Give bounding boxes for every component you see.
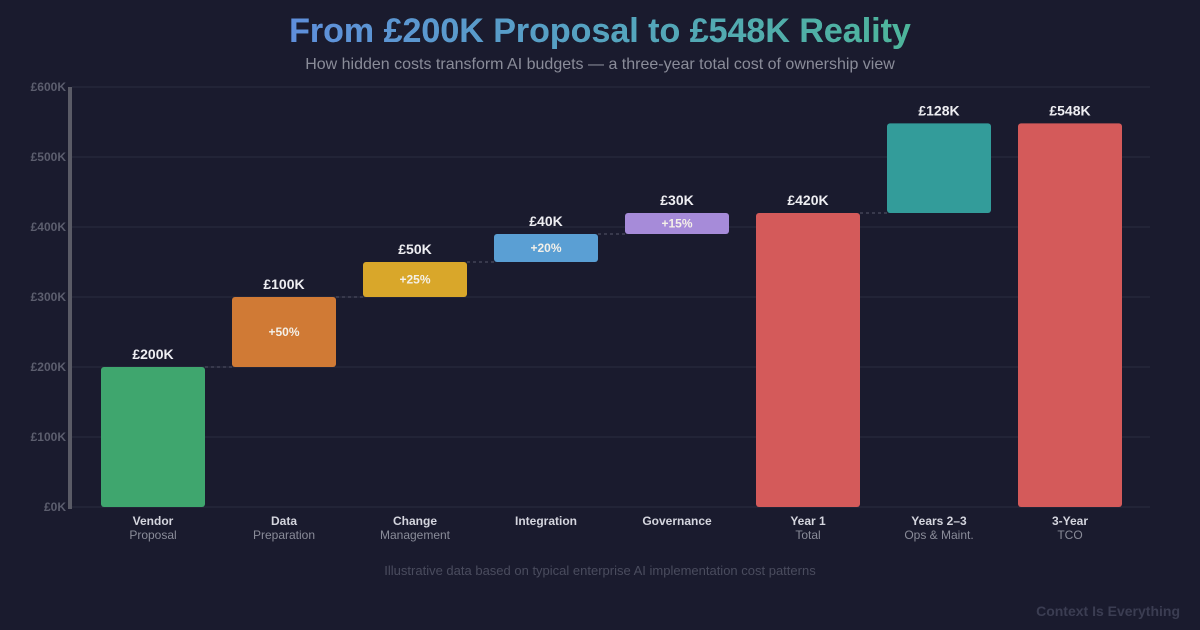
chart-subtitle: How hidden costs transform AI budgets — …: [305, 56, 895, 73]
y-tick-label: £500K: [31, 150, 67, 164]
value-label: £548K: [1049, 102, 1090, 118]
y-tick-label: £200K: [31, 360, 67, 374]
y-tick-label: £0K: [44, 500, 66, 514]
value-label: £40K: [529, 213, 562, 229]
footnote: Illustrative data based on typical enter…: [384, 563, 816, 578]
y-tick-label: £300K: [31, 290, 67, 304]
category-label: Governance: [642, 514, 712, 528]
category-sublabel: Proposal: [129, 528, 176, 542]
percent-label: +15%: [661, 217, 692, 231]
value-label: £100K: [263, 276, 304, 292]
category-label: Years 2–3: [911, 514, 967, 528]
category-sublabel: Preparation: [253, 528, 315, 542]
category-sublabel: Management: [380, 528, 451, 542]
percent-label: +25%: [399, 273, 430, 287]
chart-title: From £200K Proposal to £548K Reality: [0, 12, 1200, 51]
category-sublabel: TCO: [1057, 528, 1082, 542]
category-label: 3-Year: [1052, 514, 1088, 528]
category-sublabel: Total: [795, 528, 820, 542]
category-label: Integration: [515, 514, 577, 528]
category-label: Data: [271, 514, 297, 528]
bar-2: [363, 262, 467, 297]
bar-1: [232, 297, 336, 367]
value-label: £128K: [918, 102, 959, 118]
percent-label: +50%: [268, 325, 299, 339]
category-label: Year 1: [790, 514, 826, 528]
bar-6: [887, 123, 991, 213]
y-tick-label: £600K: [31, 80, 67, 94]
y-tick-label: £400K: [31, 220, 67, 234]
bar-0: [101, 367, 205, 507]
brand-watermark: Context Is Everything: [1036, 603, 1180, 619]
value-label: £30K: [660, 192, 693, 208]
bar-5: [756, 213, 860, 507]
category-sublabel: Ops & Maint.: [904, 528, 973, 542]
category-label: Change: [393, 514, 437, 528]
bar-3: [494, 234, 598, 262]
y-tick-label: £100K: [31, 430, 67, 444]
percent-label: +20%: [530, 241, 561, 255]
value-label: £50K: [398, 241, 431, 257]
bar-4: [625, 213, 729, 234]
bar-7: [1018, 123, 1122, 508]
category-label: Vendor: [133, 514, 174, 528]
value-label: £200K: [132, 346, 173, 362]
value-label: £420K: [787, 192, 828, 208]
